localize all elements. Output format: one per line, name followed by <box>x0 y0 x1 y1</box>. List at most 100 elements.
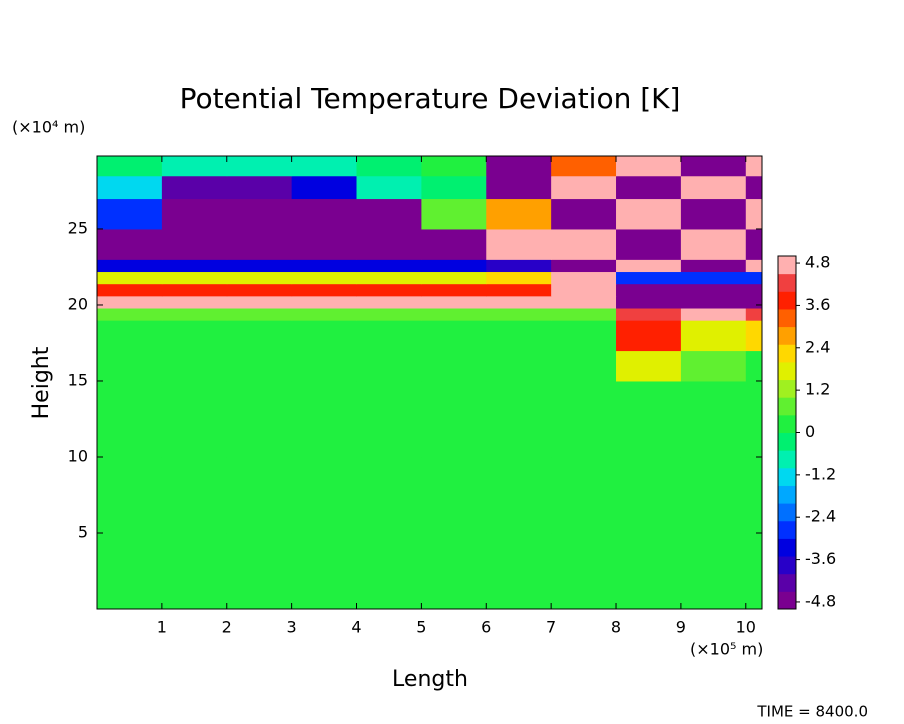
heatmap-cell <box>486 456 552 534</box>
heatmap-cell <box>680 295 747 309</box>
heatmap-cell <box>161 175 228 200</box>
heatmap-cell <box>97 350 163 382</box>
heatmap-cell <box>745 380 763 458</box>
colorbar-swatch <box>778 573 796 592</box>
colorbar-swatch <box>778 485 796 504</box>
heatmap-cell <box>616 175 682 200</box>
heatmap-cell <box>291 380 358 458</box>
heatmap-cell <box>745 271 763 285</box>
heatmap-cell <box>680 308 747 321</box>
colorbar-tick-label: -2.4 <box>805 507 836 526</box>
x-tick-label: 5 <box>416 618 426 637</box>
heatmap-cell <box>356 295 422 309</box>
x-tick-label: 2 <box>222 618 232 637</box>
heatmap-cell <box>291 259 358 273</box>
heatmap-cell <box>421 228 487 260</box>
heatmap-cell <box>291 156 358 177</box>
heatmap-cell <box>356 228 422 260</box>
heatmap-cell <box>486 532 552 610</box>
colorbar-tick-label: 0 <box>805 422 815 441</box>
colorbar-tick-label: 4.8 <box>805 253 830 272</box>
heatmap-cell <box>551 156 617 177</box>
heatmap-cell <box>680 350 747 382</box>
colorbar-swatch <box>778 273 796 292</box>
heatmap-cell <box>421 380 487 458</box>
heatmap-cell <box>551 532 617 610</box>
heatmap-cell <box>291 228 358 260</box>
heatmap-cell <box>616 532 682 610</box>
heatmap-cell <box>97 259 163 273</box>
colorbar-swatch <box>778 414 796 433</box>
colorbar-tick-label: 1.2 <box>805 380 830 399</box>
heatmap-cell <box>486 283 552 297</box>
heatmap-cell <box>745 198 763 230</box>
heatmap-cell <box>680 228 747 260</box>
heatmap-cell <box>226 380 293 458</box>
colorbar-swatch <box>778 450 796 469</box>
heatmap-cell <box>226 350 293 382</box>
heatmap-cell <box>616 456 682 534</box>
y-tick-label: 10 <box>68 446 88 465</box>
heatmap-cell <box>745 175 763 200</box>
heatmap-cell <box>291 295 358 309</box>
heatmap-cell <box>745 308 763 321</box>
heatmap-cell <box>616 198 682 230</box>
heatmap-cell <box>486 380 552 458</box>
y-axis-label: Height <box>29 346 54 419</box>
heatmap-cell <box>680 380 747 458</box>
heatmap-cell <box>161 532 228 610</box>
heatmap-cell <box>421 350 487 382</box>
heatmap-cell <box>291 350 358 382</box>
heatmap-cell <box>226 175 293 200</box>
heatmap-cell <box>421 308 487 321</box>
heatmap-cell <box>745 156 763 177</box>
heatmap-cell <box>680 175 747 200</box>
heatmap-cell <box>551 320 617 352</box>
heatmap-cell <box>356 380 422 458</box>
heatmap-cell <box>97 320 163 352</box>
heatmap-cell <box>745 228 763 260</box>
colorbar-tick-label: -4.8 <box>805 591 836 610</box>
x-tick-label: 1 <box>157 618 167 637</box>
heatmap-cell <box>226 532 293 610</box>
heatmap-cell <box>97 380 163 458</box>
heatmap-cell <box>97 295 163 309</box>
heatmap-cell <box>226 456 293 534</box>
heatmap-cell <box>551 259 617 273</box>
heatmap-cell <box>616 380 682 458</box>
heatmap-cell <box>97 198 163 230</box>
plot-frame <box>96 155 763 610</box>
heatmap-cell <box>486 295 552 309</box>
colorbar-swatch <box>778 256 796 275</box>
heatmap-cell <box>97 228 163 260</box>
colorbar-tick-label: 3.6 <box>805 295 830 314</box>
heatmap-cell <box>680 456 747 534</box>
heatmap-cell <box>486 308 552 321</box>
colorbar-swatch <box>778 361 796 381</box>
heatmap-cell <box>356 456 422 534</box>
colorbar-swatch <box>778 397 796 416</box>
heatmap-cell <box>226 320 293 352</box>
heatmap-cell <box>161 380 228 458</box>
heatmap-cell <box>745 320 763 352</box>
heatmap-cell <box>356 320 422 352</box>
heatmap-cell <box>680 320 747 352</box>
heatmap-cell <box>551 456 617 534</box>
x-tick-label: 3 <box>287 618 297 637</box>
heatmap-cell <box>161 271 228 285</box>
heatmap-cell <box>356 175 422 200</box>
colorbar-swatch <box>778 520 796 539</box>
colorbar-swatch <box>778 538 796 557</box>
heatmap-cell <box>161 320 228 352</box>
heatmap-cell <box>97 156 163 177</box>
heatmap-cell <box>551 295 617 309</box>
colorbar-swatch <box>778 344 796 363</box>
heatmap-cell <box>745 532 763 610</box>
heatmap-cell <box>486 175 552 200</box>
heatmap-cell <box>161 198 228 230</box>
heatmap-cell <box>161 283 228 297</box>
colorbar-swatch <box>778 326 796 345</box>
heatmap-cell <box>616 295 682 309</box>
heatmap-cell <box>680 259 747 273</box>
heatmap-cell <box>616 156 682 177</box>
